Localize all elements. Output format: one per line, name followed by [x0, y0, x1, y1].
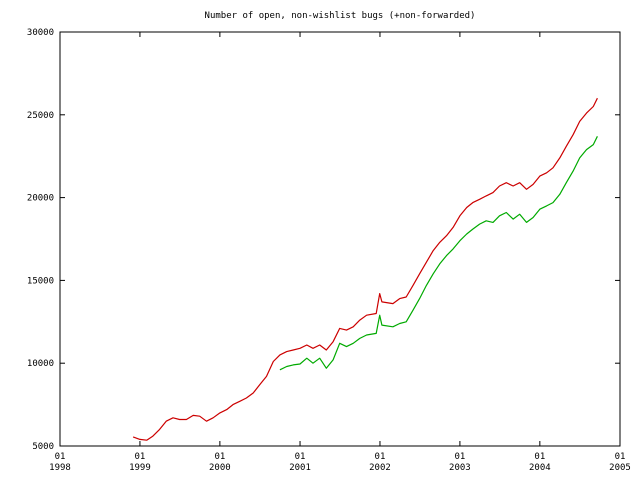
x-axis: 0119980119990120000120010120020120030120…: [49, 32, 631, 473]
series-line-2: [279, 136, 598, 371]
x-tick-label-year: 1998: [49, 463, 71, 473]
plot-frame: [59, 31, 621, 447]
x-tick-label-year: 2004: [529, 463, 551, 473]
x-tick-label-year: 1999: [129, 463, 151, 473]
x-tick-label-day: 01: [534, 452, 545, 462]
y-tick-label: 15000: [27, 276, 54, 286]
x-tick-label-day: 01: [135, 452, 146, 462]
x-tick-label-year: 2003: [449, 463, 471, 473]
y-tick-label: 25000: [27, 111, 54, 121]
y-tick-label: 5000: [32, 442, 54, 452]
chart-title: Number of open, non-wishlist bugs (+non-…: [205, 11, 476, 21]
x-tick-label-year: 2001: [289, 463, 311, 473]
x-tick-label-year: 2000: [209, 463, 231, 473]
x-tick-label-day: 01: [214, 452, 225, 462]
x-tick-label-year: 2005: [609, 463, 631, 473]
x-tick-label-day: 01: [454, 452, 465, 462]
x-tick-label-day: 01: [295, 452, 306, 462]
y-axis: 5000 10000 15000 20000 25000 30000: [27, 28, 620, 452]
y-tick-label: 30000: [27, 28, 54, 38]
y-tick-label: 10000: [27, 359, 54, 369]
x-tick-label-year: 2002: [369, 463, 391, 473]
series-line-1: [132, 97, 598, 441]
x-tick-label-day: 01: [615, 452, 626, 462]
series-group: [132, 97, 598, 441]
y-tick-label: 20000: [27, 194, 54, 204]
x-tick-label-day: 01: [55, 452, 66, 462]
x-tick-label-day: 01: [375, 452, 386, 462]
